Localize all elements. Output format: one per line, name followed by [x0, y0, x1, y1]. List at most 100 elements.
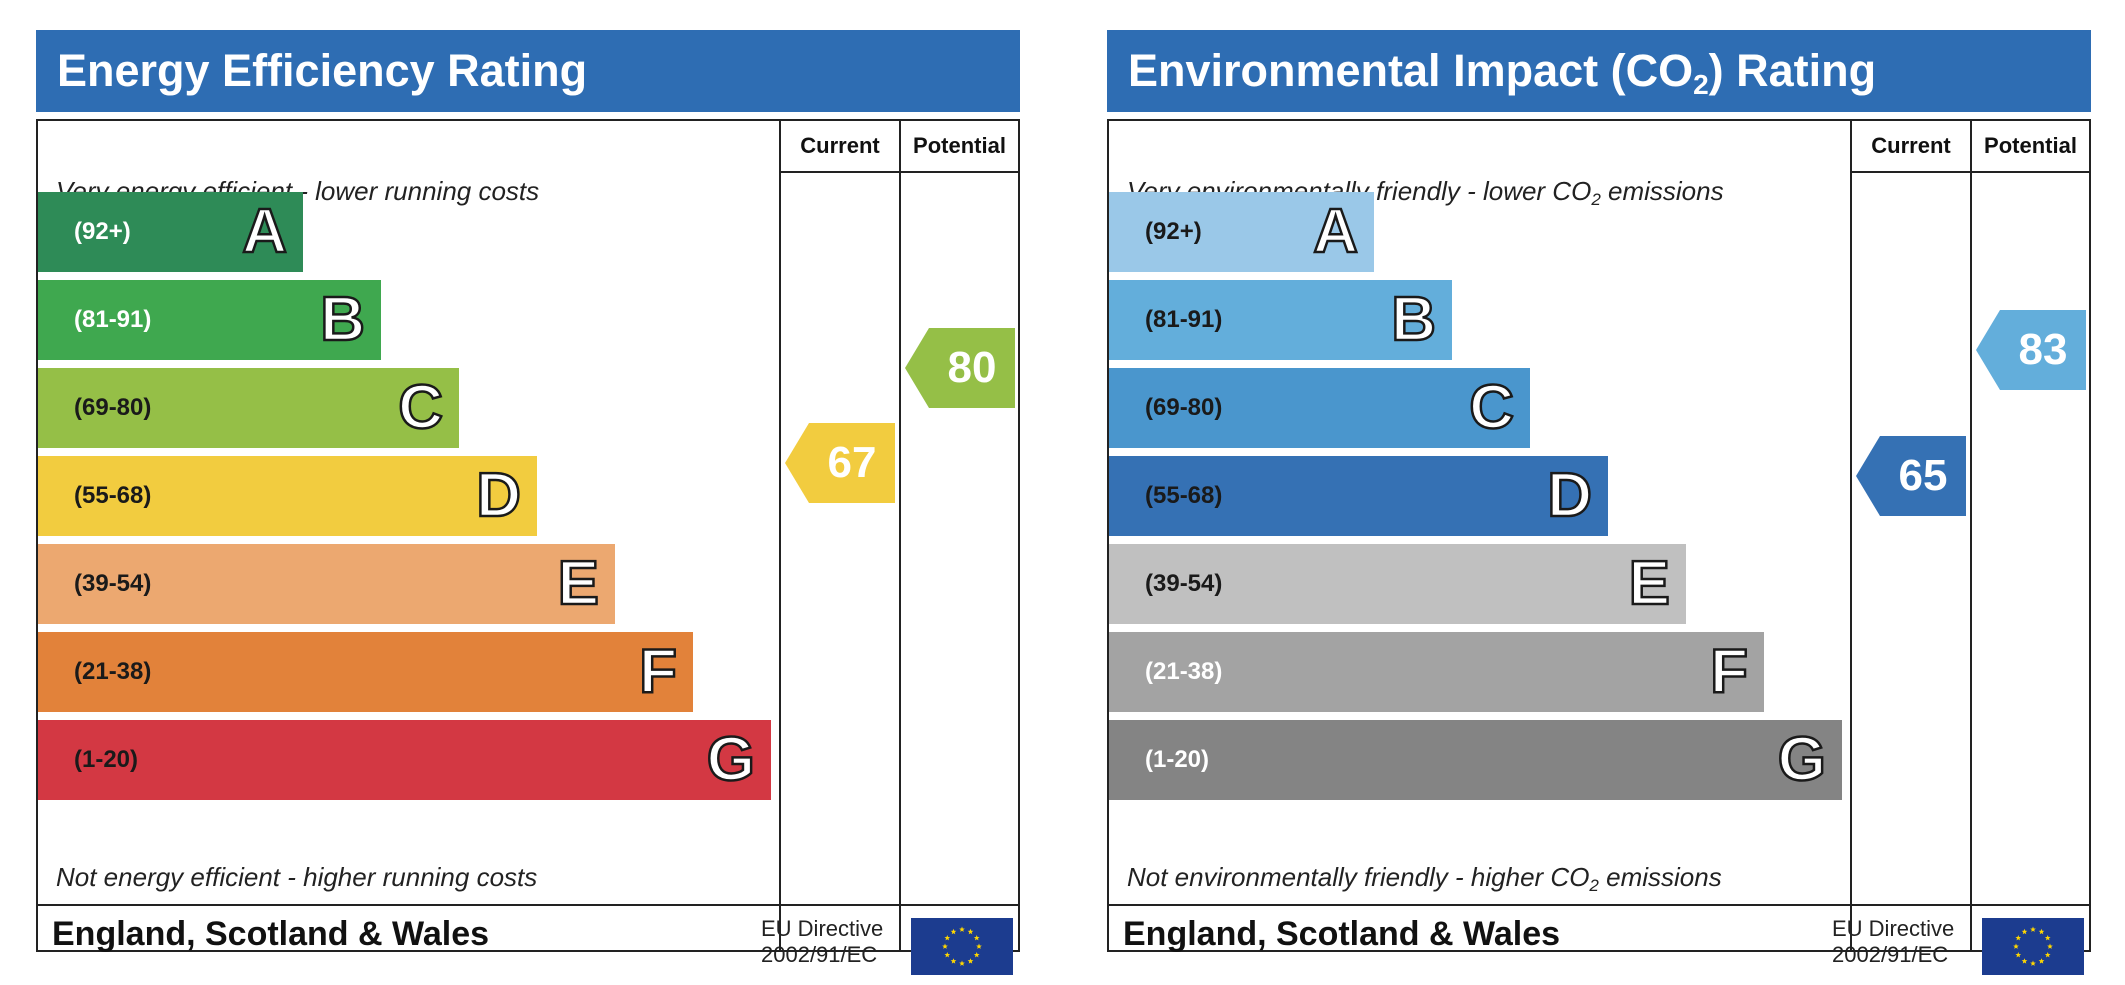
energy-efficiency-panel: Energy Efficiency Rating Current Potenti… [36, 30, 1020, 975]
header-divider [779, 171, 1020, 173]
band-range-label: (92+) [1145, 218, 1202, 245]
band-range-label: (69-80) [1145, 394, 1223, 421]
current-rating-marker: 67 [785, 422, 895, 503]
current-rating-marker: 65 [1856, 436, 1966, 517]
eu-star [959, 926, 965, 932]
band-range-label: (92+) [74, 218, 131, 245]
rating-band-d: (55-68) D [38, 456, 537, 536]
eu-star [967, 958, 974, 964]
eu-star [976, 943, 982, 949]
marker-arrow-shape [1976, 310, 2086, 391]
marker-arrow-shape [785, 422, 895, 503]
eu-star [2038, 958, 2045, 964]
bottom-edge-label: Not energy efficient - higher running co… [56, 862, 538, 892]
band-letter: D [1546, 460, 1593, 532]
band-letter: C [397, 372, 444, 444]
eu-star [967, 928, 974, 935]
eu-directive-label: EU Directive 2002/91/EC [1832, 916, 1955, 967]
eu-star [959, 960, 965, 966]
band-letter: A [1312, 196, 1359, 268]
rating-band-c: (69-80) C [38, 368, 459, 448]
current-rating-value: 65 [1898, 451, 1948, 501]
eu-star [942, 943, 948, 949]
eu-star [2021, 928, 2028, 935]
band-letter: B [1390, 284, 1437, 356]
band-range-label: (81-91) [1145, 306, 1223, 333]
band-range-label: (81-91) [74, 306, 152, 333]
band-letter: C [1468, 372, 1515, 444]
eu-star [2015, 935, 2022, 941]
column-header-potential: Potential [1984, 133, 2077, 158]
rating-band-g: (1-20) G [1109, 720, 1842, 800]
band-range-label: (55-68) [74, 482, 152, 509]
column-divider [1970, 121, 1972, 950]
band-letter: G [706, 724, 757, 796]
potential-rating-value: 83 [2018, 325, 2068, 375]
band-range-label: (39-54) [74, 570, 152, 597]
footer-region-label: England, Scotland & Wales [52, 915, 490, 953]
eu-flag-icon [911, 918, 1013, 975]
band-range-label: (55-68) [1145, 482, 1223, 509]
eu-star [2015, 952, 2022, 958]
eu-star [2030, 926, 2036, 932]
band-letter: D [475, 460, 522, 532]
footer-divider [1109, 904, 2089, 906]
header-divider [1850, 171, 2091, 173]
rating-band-c: (69-80) C [1109, 368, 1530, 448]
eu-star [2013, 943, 2019, 949]
eu-star [944, 935, 951, 941]
environmental-impact-panel: Environmental Impact (CO2) Rating Curren… [1107, 30, 2091, 975]
eu-flag-icon [1982, 918, 2084, 975]
footer-region-label: England, Scotland & Wales [1123, 915, 1561, 953]
band-letter: E [556, 548, 600, 620]
marker-arrow-shape [1856, 436, 1966, 517]
rating-box: Current Potential Very environmentally f… [1107, 119, 2091, 975]
current-rating-value: 67 [827, 437, 877, 487]
bottom-edge-label: Not environmentally friendly - higher CO… [1127, 862, 1722, 895]
column-divider [1850, 121, 1852, 950]
rating-band-e: (39-54) E [38, 544, 615, 624]
column-header-current: Current [1871, 133, 1951, 158]
column-divider [899, 121, 901, 950]
panel-title: Environmental Impact (CO2) Rating [1107, 30, 2091, 112]
rating-band-f: (21-38) F [1109, 632, 1764, 712]
band-letter: G [1777, 724, 1828, 796]
band-letter: B [319, 284, 366, 356]
band-letter: F [1709, 636, 1749, 708]
marker-arrow-shape [905, 328, 1015, 408]
band-range-label: (21-38) [74, 658, 152, 685]
eu-star [950, 928, 957, 935]
rating-box: Current Potential Very energy efficient … [36, 119, 1020, 975]
band-letter: A [241, 196, 288, 268]
eu-star [973, 935, 980, 941]
eu-star [2047, 943, 2053, 949]
potential-rating-marker: 80 [905, 328, 1015, 408]
band-letter: E [1627, 548, 1671, 620]
panel-title: Energy Efficiency Rating [36, 30, 1020, 112]
eu-star [2038, 928, 2045, 935]
band-range-label: (69-80) [74, 394, 152, 421]
band-range-label: (1-20) [74, 746, 139, 773]
rating-band-b: (81-91) B [1109, 280, 1452, 360]
band-range-label: (21-38) [1145, 658, 1223, 685]
potential-rating-marker: 83 [1976, 310, 2086, 391]
column-divider [779, 121, 781, 950]
eu-star [2030, 960, 2036, 966]
eu-star [2044, 952, 2051, 958]
band-range-label: (39-54) [1145, 570, 1223, 597]
eu-directive-label: EU Directive 2002/91/EC [761, 916, 884, 967]
column-header-potential: Potential [913, 133, 1006, 158]
band-range-label: (1-20) [1145, 746, 1210, 773]
eu-star [2044, 935, 2051, 941]
rating-band-d: (55-68) D [1109, 456, 1608, 536]
band-letter: F [638, 636, 678, 708]
rating-band-b: (81-91) B [38, 280, 381, 360]
column-header-current: Current [800, 133, 880, 158]
rating-band-a: (92+) A [1109, 192, 1374, 272]
rating-band-a: (92+) A [38, 192, 303, 272]
eu-star [950, 958, 957, 964]
rating-band-f: (21-38) F [38, 632, 693, 712]
eu-star [2021, 958, 2028, 964]
footer-divider [38, 904, 1018, 906]
eu-star [973, 952, 980, 958]
